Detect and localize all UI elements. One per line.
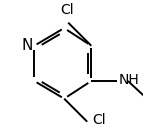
- Text: NH: NH: [118, 73, 139, 87]
- Text: Cl: Cl: [92, 113, 106, 127]
- Text: N: N: [21, 38, 33, 53]
- Text: Cl: Cl: [60, 3, 74, 17]
